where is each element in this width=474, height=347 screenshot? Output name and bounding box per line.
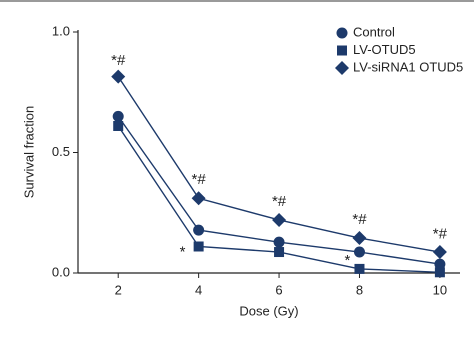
x-tick-label: 6 [275,282,282,297]
data-point [272,212,287,227]
data-point [432,245,447,260]
legend-marker [336,27,348,39]
annotation: *# [272,193,287,210]
data-point [354,263,365,274]
y-tick-label: 0.5 [52,144,70,159]
x-tick-label: 2 [115,282,122,297]
top-border [0,0,474,2]
x-tick-label: 10 [433,282,447,297]
x-tick-label: 8 [356,282,363,297]
data-point [111,69,126,84]
data-point [274,247,285,258]
y-tick-label: 0.0 [52,264,70,279]
data-point [434,267,445,278]
legend-label: LV-OTUD5 [353,42,416,57]
x-tick-label: 4 [195,282,202,297]
data-point [352,231,367,246]
legend-marker [337,45,347,56]
data-point [434,258,446,270]
data-point [191,191,206,206]
legend-marker [335,61,349,75]
annotation: * [344,252,350,269]
annotation: *# [433,225,448,242]
annotation: * [180,243,186,260]
legend-label: Control [353,24,395,39]
data-point [193,241,204,252]
x-axis-label: Dose (Gy) [239,303,298,318]
data-point [112,110,124,122]
annotation: *# [111,52,126,69]
data-point [353,246,365,258]
data-point [193,224,205,236]
data-point [113,120,124,131]
y-tick-label: 1.0 [52,23,70,38]
data-point [273,236,285,248]
annotation: *# [192,171,207,188]
annotation: *# [352,211,367,228]
legend-label: LV-siRNA1 OTUD5 [353,59,463,74]
y-axis-label: Survival fraction [21,106,36,198]
